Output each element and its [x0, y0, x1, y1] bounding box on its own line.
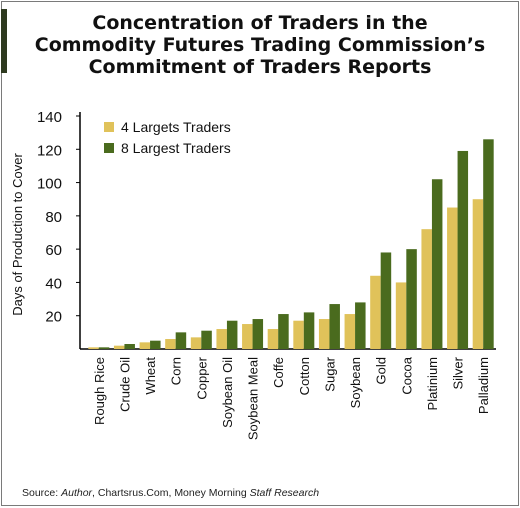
- y-tick-label: 100: [37, 176, 62, 193]
- x-tick-label: Cocoa: [399, 356, 414, 394]
- title-line-2: Commodity Futures Trading Commission’s: [34, 34, 486, 56]
- y-tick-label: 20: [45, 309, 62, 326]
- bar-top4: [216, 329, 227, 349]
- x-tick-label: Soybean: [348, 357, 363, 408]
- bar-top4: [165, 339, 176, 349]
- x-tick-label: Wheat: [143, 357, 158, 395]
- y-tick-label: 140: [37, 109, 62, 126]
- x-tick-label: Soybean Meal: [246, 357, 261, 440]
- y-axis-label: Days of Production to Cover: [10, 153, 25, 316]
- bar-top8: [201, 330, 212, 349]
- bar-top4: [242, 324, 253, 349]
- x-tick-label: Soybean Oil: [220, 357, 235, 428]
- bar-top8: [483, 139, 494, 349]
- chart-title: Concentration of Traders in the Commodit…: [20, 12, 500, 78]
- bar-top8: [226, 320, 238, 349]
- title-accent-bar: [1, 9, 7, 73]
- legend-swatch: [104, 122, 114, 132]
- source-author: Author: [61, 487, 93, 499]
- source-staff: Staff Research: [249, 487, 320, 499]
- x-tick-label: Silver: [451, 356, 466, 389]
- bar-top8: [457, 150, 469, 349]
- x-tick-label: Platinium: [425, 357, 440, 410]
- bar-top4: [472, 199, 484, 349]
- bar-top8: [303, 312, 315, 349]
- x-tick-label: Sugar: [322, 356, 337, 391]
- bar-top8: [175, 332, 187, 349]
- y-tick-label: 40: [45, 275, 62, 292]
- bar-top8: [406, 249, 417, 349]
- title-line-3: Commitment of Traders Reports: [88, 56, 432, 78]
- y-tick-label: 60: [45, 242, 62, 259]
- bar-top4: [293, 320, 304, 349]
- x-tick-label: Coffe: [271, 357, 286, 388]
- bar-top8: [380, 252, 392, 349]
- bar-top8: [278, 314, 289, 349]
- bar-top8: [252, 319, 264, 349]
- bar-top8: [431, 179, 443, 349]
- bar-top8: [124, 344, 135, 349]
- bar-top4: [139, 342, 151, 349]
- x-tick-label: Palladium: [476, 357, 491, 414]
- bar-top4: [190, 337, 202, 349]
- x-tick-label: Corn: [169, 357, 184, 385]
- source-note: Source: Author, Chartsrus.Com, Money Mor…: [22, 487, 319, 499]
- bar-top4: [267, 329, 279, 349]
- bar-top4: [113, 345, 125, 349]
- source-prefix: Source:: [22, 487, 62, 499]
- legend-swatch: [104, 143, 114, 153]
- legend-label: 8 Largest Traders: [121, 140, 231, 156]
- bar-top4: [370, 275, 381, 349]
- bar-top4: [318, 319, 330, 349]
- bar-top8: [150, 340, 161, 349]
- x-tick-label: Rough Rice: [92, 357, 107, 425]
- bar-top4: [395, 282, 407, 349]
- bar-top4: [421, 229, 432, 349]
- x-tick-label: Copper: [194, 356, 209, 399]
- bar-top8: [98, 347, 110, 349]
- title-line-1: Concentration of Traders in the: [92, 12, 428, 34]
- x-tick-label: Gold: [374, 357, 389, 384]
- source-mid: , Chartsrus.Com, Money Morning: [92, 487, 250, 499]
- bar-top4: [344, 314, 356, 349]
- x-tick-label: Crude Oil: [117, 357, 132, 412]
- bar-top8: [355, 302, 366, 349]
- y-tick-label: 80: [45, 209, 62, 226]
- bar-top4: [88, 347, 99, 349]
- y-tick-label: 120: [37, 142, 62, 159]
- bar-top8: [329, 304, 340, 349]
- bar-top4: [447, 207, 458, 349]
- legend-label: 4 Largets Traders: [121, 119, 231, 135]
- x-tick-label: Cotton: [297, 357, 312, 395]
